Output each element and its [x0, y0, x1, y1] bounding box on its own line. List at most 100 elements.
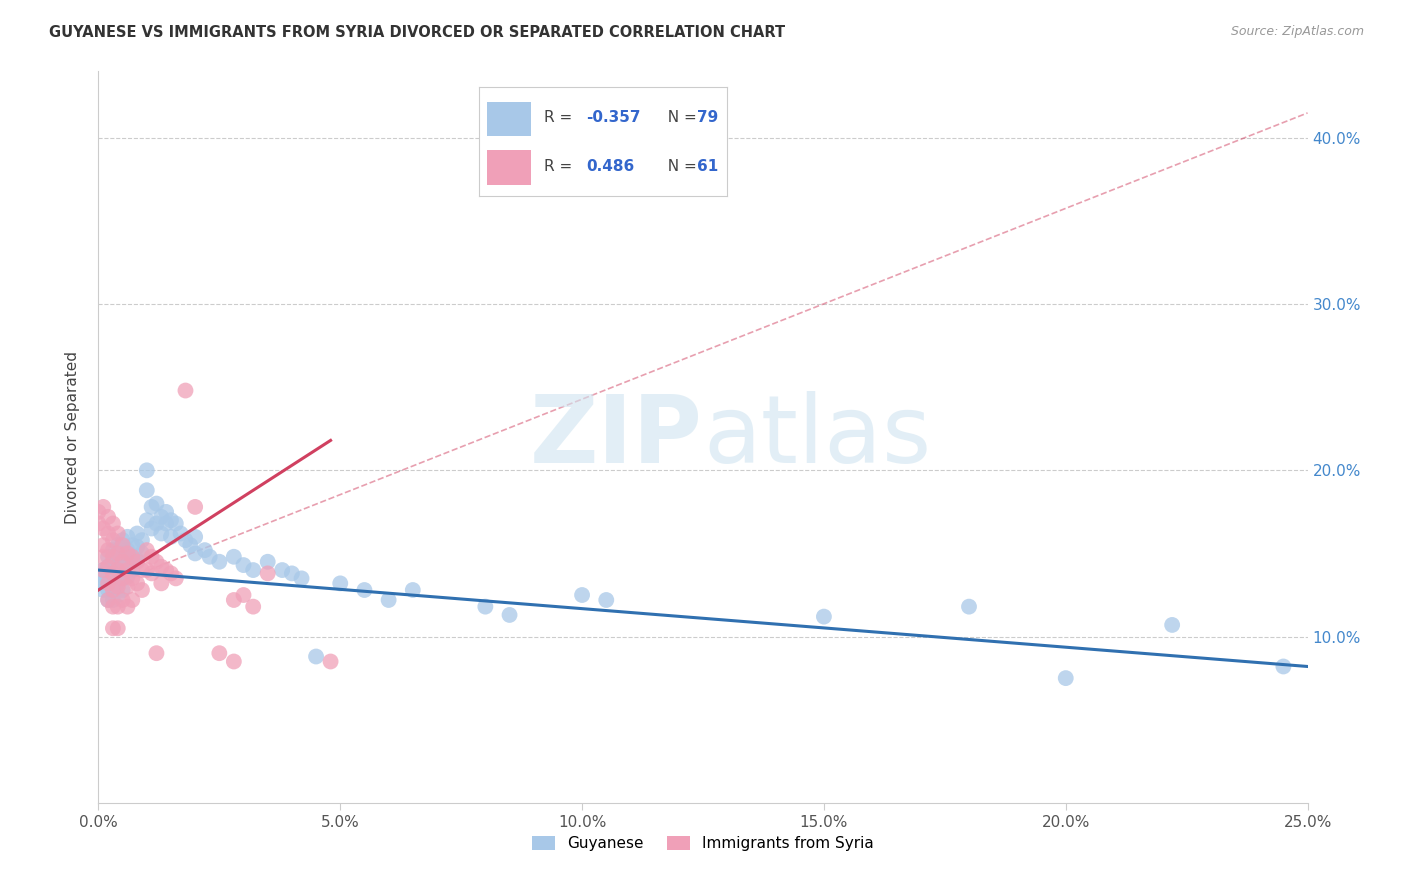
- Point: [97, 526, 120, 541]
- Point: [1272, 659, 1295, 673]
- Point: [474, 599, 496, 614]
- Point: [150, 559, 173, 574]
- Point: [135, 563, 157, 577]
- Point: [121, 593, 143, 607]
- Point: [145, 555, 167, 569]
- Point: [121, 571, 143, 585]
- Point: [145, 497, 167, 511]
- Point: [160, 530, 183, 544]
- Point: [111, 571, 134, 585]
- Point: [498, 607, 520, 622]
- Point: [141, 549, 163, 564]
- Point: [141, 500, 163, 514]
- Text: atlas: atlas: [703, 391, 931, 483]
- Point: [242, 599, 264, 614]
- Point: [101, 566, 124, 581]
- Point: [141, 521, 163, 535]
- Point: [127, 540, 149, 554]
- Point: [111, 571, 134, 585]
- Point: [107, 580, 129, 594]
- Point: [91, 582, 114, 597]
- Point: [165, 571, 187, 585]
- Point: [87, 516, 110, 531]
- Point: [135, 513, 157, 527]
- Point: [117, 557, 139, 571]
- Point: [127, 576, 149, 591]
- Point: [107, 526, 129, 541]
- Point: [256, 555, 278, 569]
- Point: [127, 526, 149, 541]
- Point: [150, 526, 173, 541]
- Point: [121, 538, 143, 552]
- Point: [169, 526, 191, 541]
- Point: [91, 574, 114, 589]
- Point: [97, 593, 120, 607]
- Point: [198, 549, 221, 564]
- Legend: Guyanese, Immigrants from Syria: Guyanese, Immigrants from Syria: [526, 830, 880, 857]
- Point: [101, 555, 124, 569]
- Point: [87, 568, 110, 582]
- Point: [160, 566, 183, 581]
- Point: [1054, 671, 1077, 685]
- Point: [117, 580, 139, 594]
- Point: [155, 505, 177, 519]
- Point: [91, 500, 114, 514]
- Point: [155, 516, 177, 531]
- Point: [155, 563, 177, 577]
- Point: [165, 516, 187, 531]
- Point: [184, 500, 207, 514]
- Point: [91, 538, 114, 552]
- Point: [117, 599, 139, 614]
- Point: [101, 580, 124, 594]
- Point: [107, 549, 129, 564]
- Point: [91, 521, 114, 535]
- Point: [135, 483, 157, 498]
- Point: [97, 576, 120, 591]
- Point: [208, 646, 231, 660]
- Point: [281, 566, 304, 581]
- Point: [107, 599, 129, 614]
- Point: [184, 530, 207, 544]
- Point: [305, 649, 328, 664]
- Point: [101, 516, 124, 531]
- Point: [121, 549, 143, 564]
- Point: [101, 566, 124, 581]
- Point: [101, 621, 124, 635]
- Y-axis label: Divorced or Separated: Divorced or Separated: [65, 351, 80, 524]
- Point: [174, 384, 197, 398]
- Point: [957, 599, 980, 614]
- Point: [117, 546, 139, 560]
- Point: [131, 563, 153, 577]
- Text: Source: ZipAtlas.com: Source: ZipAtlas.com: [1230, 25, 1364, 38]
- Point: [571, 588, 593, 602]
- Point: [97, 559, 120, 574]
- Point: [174, 533, 197, 548]
- Point: [91, 563, 114, 577]
- Point: [256, 566, 278, 581]
- Point: [91, 563, 114, 577]
- Point: [131, 533, 153, 548]
- Point: [111, 582, 134, 597]
- Point: [107, 546, 129, 560]
- Point: [402, 582, 425, 597]
- Point: [107, 538, 129, 552]
- Point: [145, 646, 167, 660]
- Point: [222, 593, 245, 607]
- Point: [107, 563, 129, 577]
- Point: [127, 553, 149, 567]
- Point: [97, 571, 120, 585]
- Text: GUYANESE VS IMMIGRANTS FROM SYRIA DIVORCED OR SEPARATED CORRELATION CHART: GUYANESE VS IMMIGRANTS FROM SYRIA DIVORC…: [49, 25, 786, 40]
- Point: [121, 563, 143, 577]
- Point: [111, 538, 134, 552]
- Point: [127, 555, 149, 569]
- Point: [135, 463, 157, 477]
- Point: [377, 593, 399, 607]
- Point: [813, 609, 835, 624]
- Point: [1161, 618, 1184, 632]
- Point: [184, 546, 207, 560]
- Point: [242, 563, 264, 577]
- Point: [107, 576, 129, 591]
- Point: [150, 576, 173, 591]
- Point: [97, 593, 120, 607]
- Point: [117, 570, 139, 584]
